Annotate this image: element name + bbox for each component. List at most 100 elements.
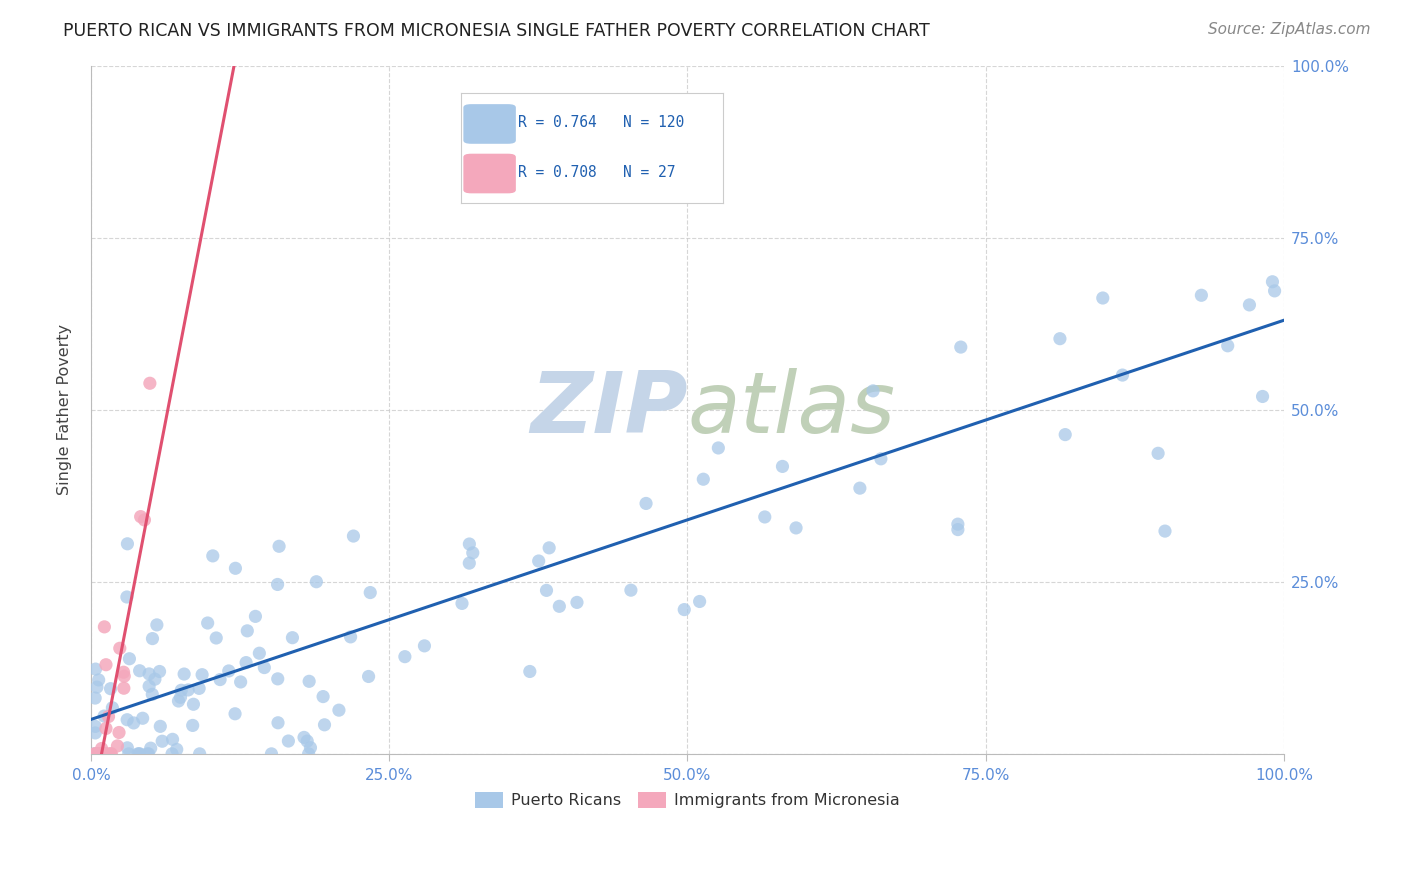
Point	[267, 539, 290, 553]
Point	[115, 590, 138, 604]
Point	[266, 577, 288, 591]
Point	[413, 639, 436, 653]
Point	[141, 632, 163, 646]
Point	[93, 620, 115, 634]
Point	[97, 709, 120, 723]
Point	[689, 594, 711, 608]
Text: atlas: atlas	[688, 368, 896, 451]
Point	[305, 574, 328, 589]
Point	[209, 673, 232, 687]
Y-axis label: Single Father Poverty: Single Father Poverty	[58, 324, 72, 495]
Point	[188, 681, 211, 696]
Point	[166, 742, 188, 756]
Point	[127, 747, 149, 761]
Point	[86, 680, 108, 694]
Point	[201, 549, 224, 563]
Point	[93, 709, 115, 723]
Point	[536, 583, 558, 598]
Point	[785, 521, 807, 535]
Point	[205, 631, 228, 645]
Point	[357, 669, 380, 683]
Point	[143, 672, 166, 686]
Point	[146, 618, 169, 632]
Point	[1239, 298, 1261, 312]
Point	[100, 681, 122, 696]
Point	[128, 747, 150, 761]
Point	[339, 630, 361, 644]
Point	[1054, 427, 1077, 442]
Point	[115, 713, 138, 727]
Point	[118, 747, 141, 761]
Point	[134, 513, 156, 527]
Point	[754, 510, 776, 524]
Point	[1251, 389, 1274, 403]
Point	[128, 747, 150, 761]
Point	[245, 609, 267, 624]
Point	[328, 703, 350, 717]
Point	[236, 624, 259, 638]
Point	[1264, 284, 1286, 298]
Point	[108, 725, 131, 739]
Point	[150, 734, 173, 748]
Point	[138, 667, 160, 681]
Point	[394, 649, 416, 664]
Point	[197, 615, 219, 630]
Point	[1049, 332, 1071, 346]
Point	[117, 740, 139, 755]
Point	[946, 523, 969, 537]
Point	[97, 747, 120, 761]
Point	[94, 722, 117, 736]
Point	[112, 681, 135, 696]
Point	[267, 672, 290, 686]
Point	[519, 665, 541, 679]
Point	[108, 641, 131, 656]
Point	[100, 747, 122, 761]
Point	[342, 529, 364, 543]
Point	[87, 673, 110, 687]
Point	[128, 664, 150, 678]
Point	[94, 747, 117, 761]
Point	[298, 674, 321, 689]
Point	[83, 747, 105, 761]
Point	[634, 496, 657, 510]
Point	[247, 646, 270, 660]
Point	[89, 747, 111, 761]
Point	[148, 665, 170, 679]
Point	[90, 741, 112, 756]
Point	[1261, 275, 1284, 289]
Point	[1111, 368, 1133, 382]
Point	[277, 734, 299, 748]
Point	[149, 719, 172, 733]
Point	[772, 459, 794, 474]
Point	[527, 554, 550, 568]
Point	[100, 747, 122, 761]
Point	[458, 537, 481, 551]
Point	[870, 451, 893, 466]
Point	[94, 657, 117, 672]
Point	[83, 747, 105, 761]
Point	[620, 583, 643, 598]
Point	[224, 706, 246, 721]
Point	[312, 690, 335, 704]
Point	[90, 747, 112, 761]
Point	[84, 747, 107, 761]
Point	[949, 340, 972, 354]
Point	[118, 652, 141, 666]
Point	[188, 747, 211, 761]
Point	[129, 509, 152, 524]
Point	[84, 662, 107, 676]
Point	[461, 546, 484, 560]
Point	[229, 675, 252, 690]
Point	[112, 665, 135, 680]
Point	[707, 441, 730, 455]
Point	[267, 715, 290, 730]
Point	[136, 747, 159, 761]
Point	[177, 682, 200, 697]
Point	[1189, 288, 1212, 302]
Point	[84, 719, 107, 733]
Point	[141, 687, 163, 701]
Point	[160, 747, 183, 761]
Point	[94, 747, 117, 761]
Point	[89, 747, 111, 761]
Point	[235, 656, 257, 670]
